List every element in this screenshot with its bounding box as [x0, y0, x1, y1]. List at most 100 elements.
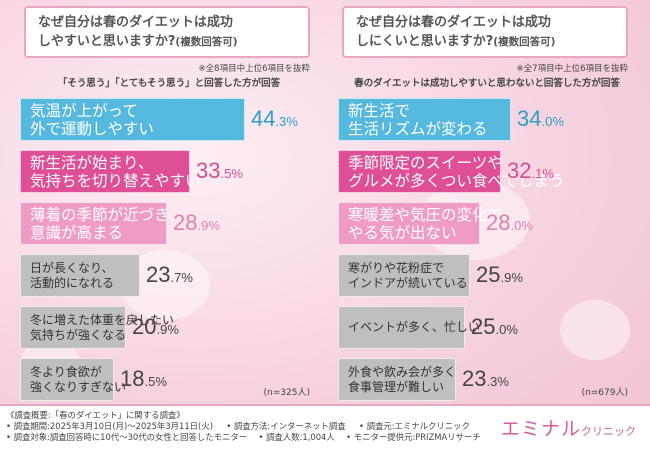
bar-rows: 気温が上がって 外で運動しやすい 44.3% 新生活が始まり、 気持ちを切り替えやす… [20, 96, 320, 408]
bar-label: 冬より食欲が 強くなりすぎない [30, 358, 126, 401]
bar-value: 18.5% [120, 366, 167, 392]
value-dec: .1% [531, 166, 554, 181]
sample-size: (n=325人) [263, 388, 310, 398]
bar-row: 気温が上がって 外で運動しやすい 44.3% [20, 96, 320, 143]
respondent-condition: 「そう思う」「とてもそう思う」と回答した方が回答 [57, 78, 281, 89]
bar-label-line: 薄着の季節が近づき、 [30, 205, 184, 224]
survey-provider: • モニター提供元:PRIZMAリサーチ [346, 432, 481, 442]
bar-label-line: 活動的になれる [30, 275, 115, 290]
question-line-1: なぜ自分は春のダイエットは成功 [356, 15, 551, 30]
survey-target: • 調査対象:調査回答時に10代〜30代の女性と回答したモニター [6, 432, 248, 442]
question-line-2: しにくいと思いますか? [356, 34, 494, 49]
bar-label-line: 冬より食欲が [30, 364, 102, 379]
bar [338, 254, 470, 297]
bar-label-line: 生活リズムが変わる [348, 119, 488, 138]
bar-row: 寒がりや花粉症で インドアが続いている 25.9% [338, 252, 638, 299]
value-dec: .0% [495, 322, 518, 337]
question-box: なぜ自分は春のダイエットは成功 しやすいと思いますか?(複数回答可) [24, 6, 310, 58]
value-dec: .5% [220, 166, 243, 181]
bar-label-line: イベントが多く、忙しい [348, 320, 481, 334]
excerpt-note: ※全8項目中上位6項目を抜粋 [198, 64, 310, 74]
bar-label-line: 気持ちが強くなる [30, 327, 127, 342]
bar-label-line: 食事管理が難しい [348, 379, 445, 394]
value-dec: .5% [144, 374, 167, 389]
bar [20, 98, 245, 141]
bar [338, 98, 511, 141]
value-dec: .9% [156, 322, 179, 337]
value-int: 34 [517, 106, 542, 131]
bar [20, 202, 167, 245]
bar-label-line: 気温が上がって [30, 101, 138, 120]
bar-value: 34.0% [517, 106, 564, 132]
clinic-logo: エミナルクリニック [501, 414, 636, 441]
value-int: 28 [486, 210, 511, 235]
bar [338, 306, 465, 349]
bar-label: 気温が上がって 外で運動しやすい [30, 98, 154, 141]
bar [338, 150, 501, 193]
sample-size: (n=679人) [581, 388, 628, 398]
bar-value: 32.1% [507, 158, 554, 184]
value-dec: .0% [541, 114, 564, 129]
bar-label-line: 強くなりすぎない [30, 379, 127, 394]
bar-label: 日が長くなり、 活動的になれる [30, 254, 114, 297]
survey-overview: 《調査概要:「春のダイエット」に関する調査》 [6, 410, 185, 420]
panel-hard: なぜ自分は春のダイエットは成功 しにくいと思いますか?(複数回答可) ※全7項目… [330, 6, 642, 401]
bar-label-line: 日が長くなり、 [30, 260, 114, 275]
question-line-2: しやすいと思いますか? [38, 34, 176, 49]
survey-method: • 調査方法:インターネット調査 [226, 421, 346, 431]
excerpt-note: ※全7項目中上位6項目を抜粋 [516, 64, 628, 74]
survey-footer: 《調査概要:「春のダイエット」に関する調査》 • 調査期間:2025年3月10日… [0, 404, 650, 452]
value-dec: .7% [170, 270, 193, 285]
value-int: 33 [196, 158, 221, 183]
bar-row: 冬より食欲が 強くなりすぎない 18.5% [20, 356, 320, 403]
bar-value: 44.3% [251, 106, 298, 132]
bar-label: 新生活が始まり、 気持ちを切り替えやすい [30, 150, 201, 193]
bar-row: 新生活が始まり、 気持ちを切り替えやすい 33.5% [20, 148, 320, 195]
panel-easy: なぜ自分は春のダイエットは成功 しやすいと思いますか?(複数回答可) ※全8項目… [12, 6, 324, 401]
bar-value: 20.9% [132, 314, 179, 340]
bar-label: 外食や飲み会が多く 食事管理が難しい [348, 358, 456, 401]
bar-label: 寒がりや花粉症で インドアが続いている [348, 254, 468, 297]
bar-label-line: グルメが多くつい食べてしまう [348, 171, 565, 190]
value-dec: .3% [486, 374, 509, 389]
bar-label-line: 外食や飲み会が多く [348, 364, 457, 379]
logo-main: エミナル [500, 418, 581, 440]
value-dec: .9% [197, 218, 220, 233]
bar-value: 23.3% [462, 366, 509, 392]
bar-rows: 新生活で 生活リズムが変わる 34.0% 季節限定のスイーツや グルメが多くつい食べ… [338, 96, 638, 408]
bar-row: 外食や飲み会が多く 食事管理が難しい 23.3% [338, 356, 638, 403]
value-int: 28 [173, 210, 198, 235]
value-int: 23 [462, 366, 487, 391]
question-note: (複数回答可) [493, 36, 556, 48]
value-int: 32 [507, 158, 532, 183]
bar-label-line: 外で運動しやすい [30, 119, 154, 138]
bar-label: イベントが多く、忙しい [348, 306, 480, 349]
bar-label-line: 冬に増えた体重を戻したい [30, 312, 175, 327]
bar [338, 202, 480, 245]
bar-label: 寒暖差や気圧の変化で やる気が出ない [348, 202, 503, 245]
bar [20, 358, 114, 401]
bar-value: 28.9% [173, 210, 220, 236]
bar-value: 28.0% [486, 210, 533, 236]
bar-row: イベントが多く、忙しい 25.0% [338, 304, 638, 351]
survey-period: • 調査期間:2025年3月10日(月)〜2025年3月11日(火) [6, 421, 213, 431]
bar-label: 季節限定のスイーツや グルメが多くつい食べてしまう [348, 150, 564, 193]
bar [20, 254, 140, 297]
bar-label-line: 新生活で [348, 101, 411, 120]
decor-petal [560, 300, 630, 360]
value-int: 18 [120, 366, 145, 391]
bar-row: 季節限定のスイーツや グルメが多くつい食べてしまう 32.1% [338, 148, 638, 195]
value-dec: .3% [275, 114, 298, 129]
value-int: 23 [146, 262, 171, 287]
bar-row: 薄着の季節が近づき、 意識が高まる 28.9% [20, 200, 320, 247]
bar-label-line: 寒暖差や気圧の変化で [348, 205, 504, 224]
bar-row: 日が長くなり、 活動的になれる 23.7% [20, 252, 320, 299]
question-line-1: なぜ自分は春のダイエットは成功 [38, 15, 233, 30]
bar-value: 25.0% [471, 314, 518, 340]
survey-count: • 調査人数:1,004人 [258, 432, 335, 442]
bar [338, 358, 456, 401]
bar-row: 新生活で 生活リズムが変わる 34.0% [338, 96, 638, 143]
value-int: 44 [251, 106, 276, 131]
value-int: 25 [471, 314, 496, 339]
value-int: 20 [132, 314, 157, 339]
